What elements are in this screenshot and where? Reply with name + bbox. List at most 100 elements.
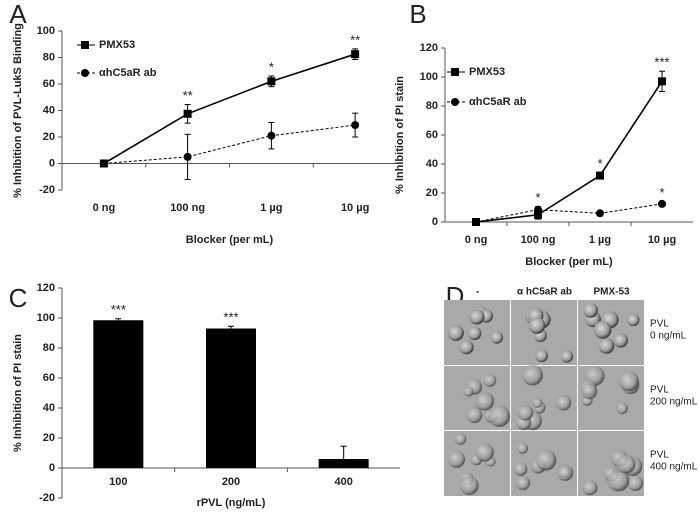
significance: * — [269, 59, 274, 74]
x-tick-label: 0 ng — [93, 202, 116, 214]
marker — [183, 152, 192, 161]
cell — [607, 469, 630, 492]
cell — [488, 405, 511, 427]
cell — [517, 405, 534, 421]
cell — [560, 350, 574, 363]
cell — [583, 303, 598, 318]
y-tick-label: 0 — [49, 462, 55, 474]
panel-label: C — [9, 283, 28, 313]
x-axis-label: rPVL (ng/mL) — [197, 497, 266, 509]
cell — [475, 391, 495, 411]
bar — [318, 459, 369, 468]
x-tick-label: 100 — [109, 476, 127, 488]
marker — [534, 210, 542, 219]
cell — [459, 476, 479, 495]
y-tick-label: 60 — [43, 372, 55, 384]
y-tick-label: 0 — [49, 157, 55, 169]
error-bar — [228, 325, 234, 329]
y-tick-label: 0 — [432, 216, 438, 228]
series-line — [475, 203, 663, 223]
row-label: PVL — [650, 385, 669, 396]
row-label: PVL — [650, 319, 669, 330]
cell — [535, 449, 557, 471]
marker — [451, 98, 459, 106]
cell — [593, 321, 612, 339]
y-tick-label: 120 — [37, 282, 55, 294]
series-line — [103, 53, 356, 165]
significance: ** — [183, 88, 193, 103]
y-tick-label: 40 — [43, 402, 55, 414]
marker — [451, 68, 459, 76]
panel-label: B — [409, 0, 426, 29]
cell — [516, 442, 528, 454]
cell — [532, 397, 543, 408]
cell — [483, 374, 497, 387]
marker — [351, 121, 360, 130]
y-tick-label: 100 — [37, 25, 55, 37]
marker — [658, 199, 666, 208]
legend-label: PMX53 — [99, 39, 135, 51]
marker — [183, 109, 192, 118]
series-line — [475, 80, 663, 223]
cell — [581, 383, 598, 400]
significance: *** — [111, 302, 126, 317]
cell — [447, 324, 464, 341]
x-tick-label: 1 µg — [260, 202, 282, 214]
marker — [534, 205, 542, 214]
cell — [466, 407, 483, 424]
cell — [535, 349, 549, 363]
column-header: - — [476, 287, 479, 298]
cell — [475, 443, 494, 462]
y-tick-label: 80 — [426, 100, 438, 112]
marker — [81, 41, 89, 49]
marker — [351, 50, 360, 59]
x-tick-label: 1 µg — [589, 234, 611, 246]
cell — [557, 464, 574, 481]
cell — [528, 317, 546, 334]
cell — [467, 326, 482, 341]
legend-label: αhC5aR ab — [469, 96, 527, 108]
significance: * — [659, 185, 664, 200]
cell — [616, 454, 636, 474]
micrograph — [578, 365, 644, 430]
significance: *** — [223, 310, 238, 325]
micrograph — [511, 431, 577, 496]
marker — [472, 218, 480, 226]
micrograph — [578, 431, 644, 496]
significance: ** — [350, 32, 360, 47]
row-label: PVL — [650, 450, 669, 461]
x-tick-label: 200 — [222, 476, 240, 488]
series-line — [103, 124, 356, 164]
significance: * — [535, 190, 540, 205]
y-tick-label: 40 — [43, 104, 55, 116]
error-bar — [115, 318, 122, 321]
panel-label: A — [9, 0, 27, 29]
cell — [469, 309, 485, 325]
cell — [490, 331, 504, 344]
x-tick-label: 100 ng — [170, 202, 205, 214]
bar — [206, 328, 256, 468]
cell — [627, 475, 644, 492]
micrograph — [511, 364, 577, 431]
y-tick-label: 100 — [37, 312, 55, 324]
significance: *** — [654, 55, 669, 70]
micrograph — [578, 300, 644, 365]
row-label: 200 ng/mL — [650, 397, 698, 408]
y-tick-label: -20 — [39, 492, 55, 504]
cell — [598, 338, 615, 354]
cell — [626, 313, 640, 327]
x-tick-label: 100 ng — [521, 234, 556, 246]
cell — [522, 364, 543, 386]
y-tick-label: 60 — [43, 78, 55, 90]
y-axis-label: % Inhibition of PI stain — [12, 334, 24, 452]
x-axis-label: Blocker (per mL) — [525, 256, 613, 268]
marker — [658, 77, 666, 86]
y-tick-label: 20 — [43, 131, 55, 143]
cell — [555, 395, 572, 411]
cell — [515, 475, 531, 491]
marker — [596, 171, 604, 180]
column-header: α hC5aR ab — [517, 287, 572, 298]
cell — [454, 433, 467, 445]
x-tick-label: 10 µg — [341, 202, 369, 214]
y-tick-label: -20 — [39, 184, 55, 196]
